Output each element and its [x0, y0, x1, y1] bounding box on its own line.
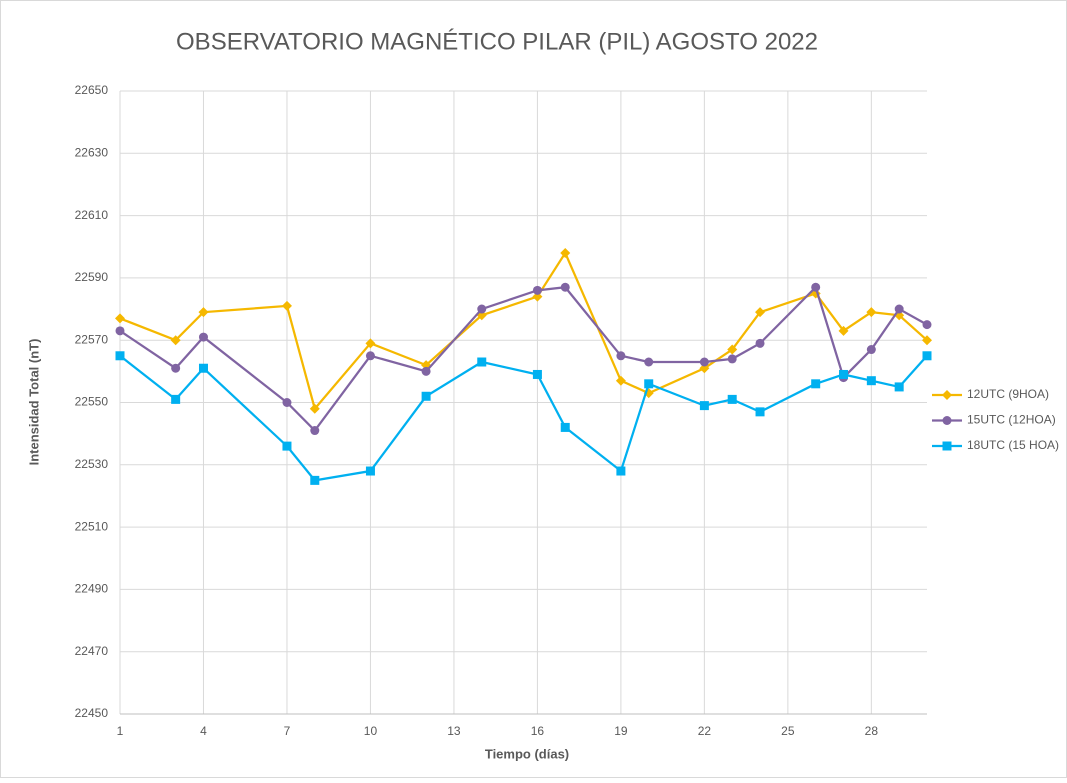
y-tick-label: 22550: [75, 395, 109, 409]
x-tick-label: 7: [284, 724, 291, 738]
y-tick-label: 22570: [75, 332, 109, 346]
y-tick-label: 22490: [75, 582, 109, 596]
marker: [942, 416, 952, 425]
x-axis-label: Tiempo (días): [485, 746, 569, 761]
y-tick-label: 22530: [75, 457, 109, 471]
marker: [365, 466, 375, 476]
y-tick-label: 22610: [75, 208, 109, 222]
series-line: [119, 285, 928, 433]
marker: [115, 351, 125, 361]
marker: [894, 304, 904, 314]
marker: [115, 313, 125, 324]
marker: [699, 357, 709, 367]
marker: [615, 375, 626, 386]
marker: [198, 363, 208, 373]
y-tick-label: 22510: [75, 519, 109, 533]
marker: [644, 357, 654, 367]
x-tick-label: 25: [781, 724, 795, 738]
x-tick-label: 28: [865, 724, 879, 738]
marker: [310, 426, 320, 436]
marker: [421, 366, 431, 376]
marker: [198, 332, 208, 342]
marker: [365, 338, 376, 349]
x-tick-label: 22: [698, 724, 712, 738]
legend-label: 18UTC (15 HOA): [967, 438, 1059, 452]
marker: [560, 422, 570, 432]
marker: [477, 304, 487, 314]
marker: [170, 335, 181, 346]
marker: [755, 307, 766, 318]
marker: [838, 325, 849, 336]
y-tick-label: 22630: [75, 145, 109, 159]
y-axis-label: Intensidad Total (nT): [26, 339, 41, 466]
marker: [942, 441, 952, 451]
marker: [421, 391, 431, 401]
marker: [616, 466, 626, 476]
x-tick-label: 10: [364, 724, 378, 738]
marker: [922, 320, 932, 330]
marker: [866, 376, 876, 386]
marker: [755, 407, 765, 417]
x-tick-label: 1: [117, 724, 124, 738]
series-line: [119, 250, 928, 412]
legend-label: 15UTC (12HOA): [967, 413, 1056, 427]
marker: [727, 354, 737, 364]
marker: [922, 335, 932, 346]
x-tick-label: 13: [447, 724, 461, 738]
y-tick-label: 22470: [75, 644, 109, 658]
marker: [310, 475, 320, 485]
legend-label: 12UTC (9HOA): [967, 387, 1049, 401]
marker: [866, 345, 876, 355]
marker: [198, 307, 209, 318]
y-tick-label: 22650: [75, 83, 109, 97]
marker: [866, 307, 877, 318]
marker: [922, 351, 932, 361]
chart-title: OBSERVATORIO MAGNÉTICO PILAR (PIL) AGOST…: [176, 28, 818, 55]
marker: [560, 282, 570, 292]
marker: [616, 351, 626, 361]
marker: [942, 390, 952, 400]
marker: [727, 344, 738, 355]
marker: [365, 351, 375, 361]
marker: [560, 247, 571, 258]
marker: [171, 363, 181, 373]
y-tick-label: 22450: [75, 706, 109, 720]
marker: [171, 394, 181, 404]
marker: [115, 326, 125, 336]
x-tick-label: 16: [531, 724, 545, 738]
marker: [532, 369, 542, 379]
x-tick-label: 19: [614, 724, 628, 738]
marker: [532, 285, 542, 295]
marker: [699, 401, 709, 411]
marker: [811, 282, 821, 292]
marker: [755, 338, 765, 348]
marker: [644, 379, 654, 389]
y-tick-label: 22590: [75, 270, 109, 284]
marker: [811, 379, 821, 389]
marker: [894, 382, 904, 392]
marker: [282, 441, 292, 451]
marker: [839, 369, 849, 379]
series-line: [119, 354, 928, 482]
marker: [477, 357, 487, 367]
marker: [282, 398, 292, 407]
marker: [309, 403, 320, 414]
marker: [281, 300, 292, 311]
x-tick-label: 4: [200, 724, 207, 738]
marker: [727, 394, 737, 404]
